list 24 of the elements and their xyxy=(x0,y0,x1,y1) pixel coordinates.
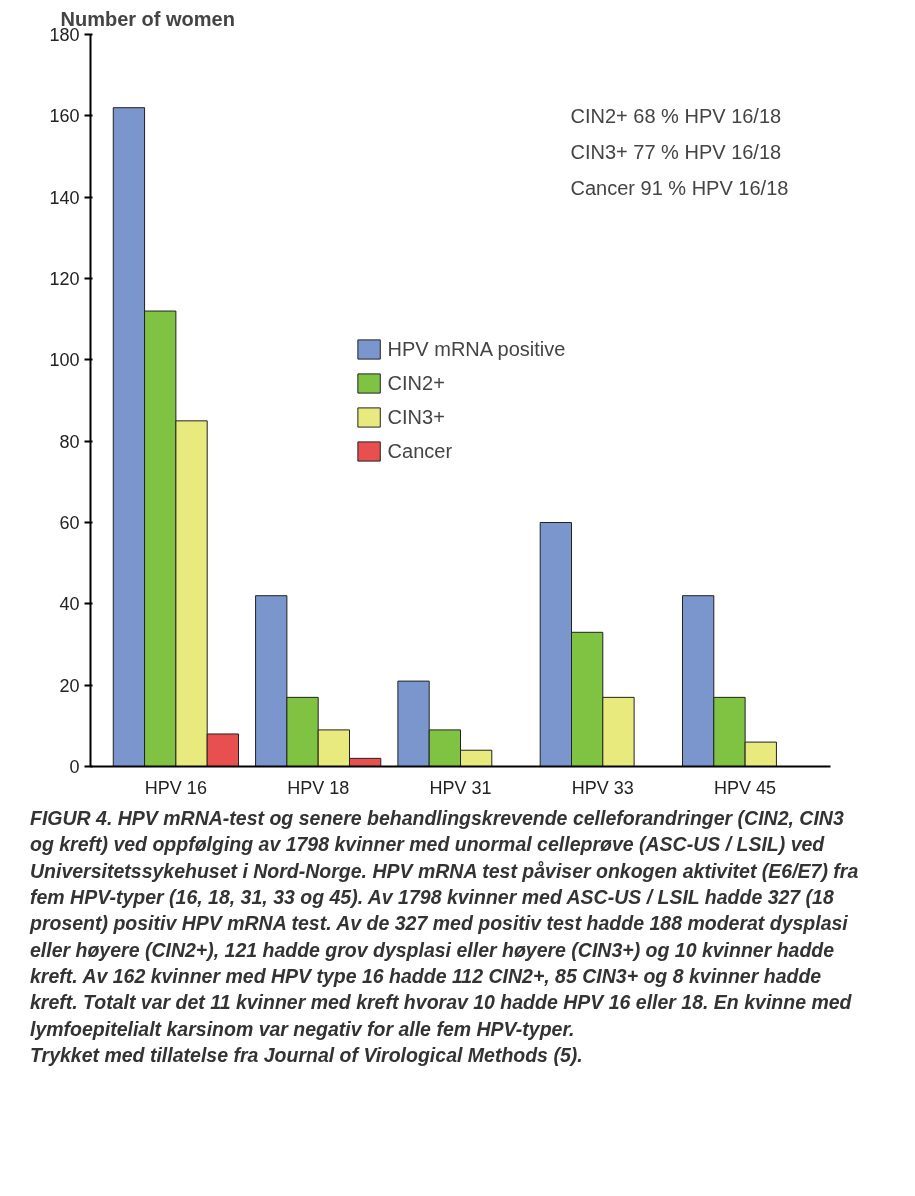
x-tick-label: HPV 33 xyxy=(571,777,634,798)
y-tick-label: 20 xyxy=(59,675,80,696)
legend-label: CIN2+ xyxy=(387,371,445,395)
y-tick-label: 160 xyxy=(49,106,80,127)
x-tick-label: HPV 16 xyxy=(144,777,207,798)
x-tick-label: HPV 31 xyxy=(429,777,492,798)
y-tick-label: 80 xyxy=(59,431,80,452)
y-tick-label: 100 xyxy=(49,350,80,371)
y-tick-label: 140 xyxy=(49,187,80,208)
y-tick-label: 180 xyxy=(49,25,80,45)
y-tick-label: 0 xyxy=(69,757,80,777)
legend-label: Cancer xyxy=(387,439,453,463)
annotation: CIN3+ 77 % HPV 16/18 xyxy=(570,140,782,163)
text: Trykket med tillatelse fra Journal of Virological Methods (5). xyxy=(30,1042,584,1068)
annotation: Cancer 91 % HPV 16/18 xyxy=(570,176,789,199)
x-tick-label: HPV 45 xyxy=(714,777,777,798)
legend-label: CIN3+ xyxy=(387,405,445,429)
y-tick-label: 120 xyxy=(49,269,80,289)
legend-label: HPV mRNA positive xyxy=(387,337,566,361)
annotation: CIN2+ 68 % HPV 16/18 xyxy=(570,104,782,127)
y-tick-label: 60 xyxy=(59,513,80,533)
x-tick-label: HPV 18 xyxy=(287,777,350,798)
y-tick-label: 40 xyxy=(59,594,80,615)
text: FIGUR 4. HPV mRNA-test og senere behandlingskrevende celleforandringer (CIN2, CIN3 og kreft) ved oppfølging av 1798 kvinner med unormal celleprøve (ASC-US / LSIL) ved Universitetssykehuset i Nord-Norge. HPV mRNA test påviser onkogen aktivitet (E6/E7) fra fem HPV-typer (16, 18, 31, 33 og 45). Av 1798 kvinner med ASC-US / LSIL hadde 327 (18 prosent) positiv HPV mRNA test. Av de 327 med positiv test hadde 188 moderat dysplasi eller høyere (CIN2+), 121 hadde grov dysplasi eller høyere (CIN3+) og 10 kvinner hadde kreft. Av 162 kvinner med HPV type 16 hadde 112 CIN2+, 85 CIN3+ og 8 kvinner hadde kreft. Totalt var det 11 kvinner med kreft hvorav 10 hadde HPV 16 eller 18. En kvinne med lymfoepitelialt karsinom var negativ for alle fem HPV-typer. xyxy=(30,807,859,1040)
